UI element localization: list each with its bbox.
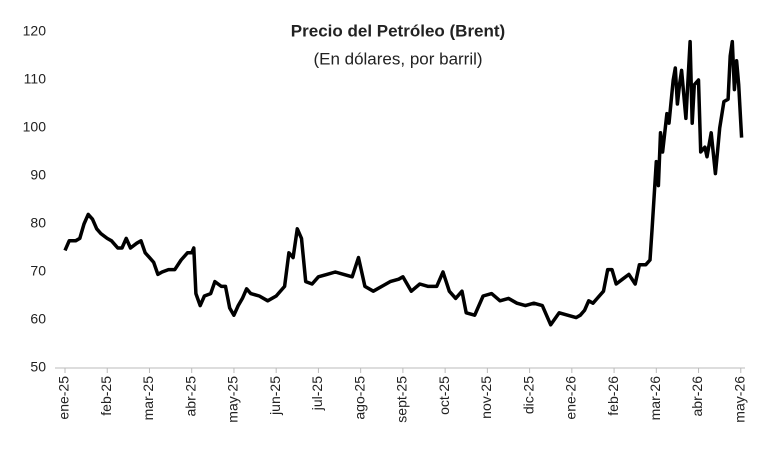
x-tick-label: ago-25 xyxy=(351,376,367,420)
y-tick-label: 50 xyxy=(30,359,46,375)
line-series xyxy=(63,39,744,327)
y-tick-label: 120 xyxy=(23,23,47,39)
chart-title: Precio del Petróleo (Brent) xyxy=(291,21,505,40)
x-tick-label: ene-25 xyxy=(56,376,72,420)
x-tick-label: feb-25 xyxy=(98,376,114,416)
x-tick-label: oct-25 xyxy=(436,376,452,415)
x-tick-label: dic-25 xyxy=(520,376,536,414)
x-tick-label: jun-25 xyxy=(267,376,283,416)
y-tick-label: 80 xyxy=(30,215,46,231)
x-tick-label: abr-25 xyxy=(182,376,198,417)
chart-subtitle: (En dólares, por barril) xyxy=(313,49,482,68)
x-tick-label: mar-26 xyxy=(647,376,663,421)
x-tick-label: sept-25 xyxy=(394,376,410,423)
y-tick-label: 110 xyxy=(24,71,47,87)
x-tick-label: jul-25 xyxy=(309,376,325,411)
y-tick-label: 90 xyxy=(30,167,46,183)
x-tick-label: may-25 xyxy=(225,376,241,423)
y-tick-label: 100 xyxy=(23,119,47,135)
x-tick-label: ene-26 xyxy=(563,376,579,420)
y-tick-label: 60 xyxy=(30,311,46,327)
x-tick-label: may-26 xyxy=(731,376,747,423)
x-tick-label: mar-25 xyxy=(140,376,156,421)
y-tick-label: 70 xyxy=(30,263,46,279)
x-tick-label: nov-25 xyxy=(478,376,494,419)
x-tick-label: abr-26 xyxy=(689,376,705,417)
x-tick-label: feb-26 xyxy=(605,376,621,416)
